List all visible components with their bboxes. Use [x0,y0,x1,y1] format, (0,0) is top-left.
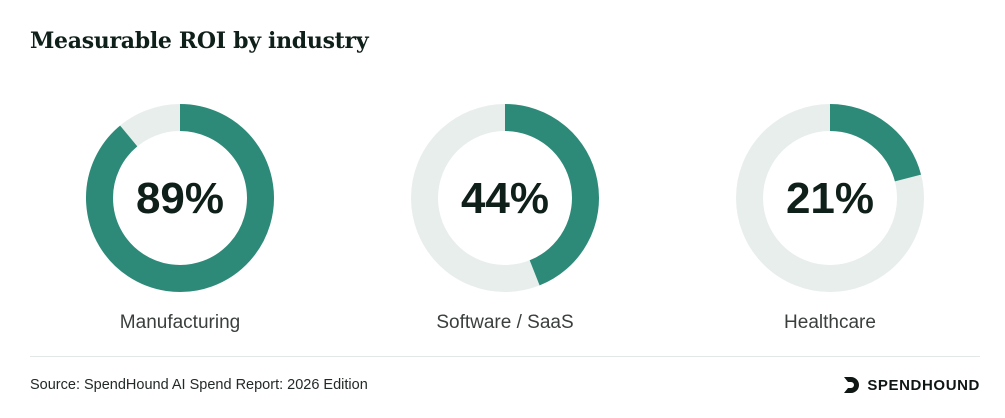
donut-value-arc [504,104,599,286]
donut-value-label: 89% [136,174,224,223]
spendhound-logo-icon [844,377,860,393]
chart-title: Measurable ROI by industry [30,28,369,54]
donut-category-label: Software / SaaS [436,312,573,333]
donut-category-label: Manufacturing [120,312,240,333]
source-note: Source: SpendHound AI Spend Report: 2026… [30,377,368,393]
donut-group: 21% Healthcare [736,104,924,333]
footer-divider [30,356,980,357]
donut-value-label: 21% [786,174,874,223]
donut-value-arc [86,104,274,292]
donut-category-label: Healthcare [784,312,876,333]
donut-group: 89% Manufacturing [86,104,274,333]
donut-charts: 89% Manufacturing 44% Software / SaaS 21% Hea… [86,104,924,333]
donut-value-arc [829,104,922,182]
brand-logo: SPENDHOUND [841,375,980,395]
donut-value-label: 44% [461,174,549,223]
donut-group: 44% Software / SaaS [411,104,599,333]
brand-name: SPENDHOUND [867,376,980,394]
